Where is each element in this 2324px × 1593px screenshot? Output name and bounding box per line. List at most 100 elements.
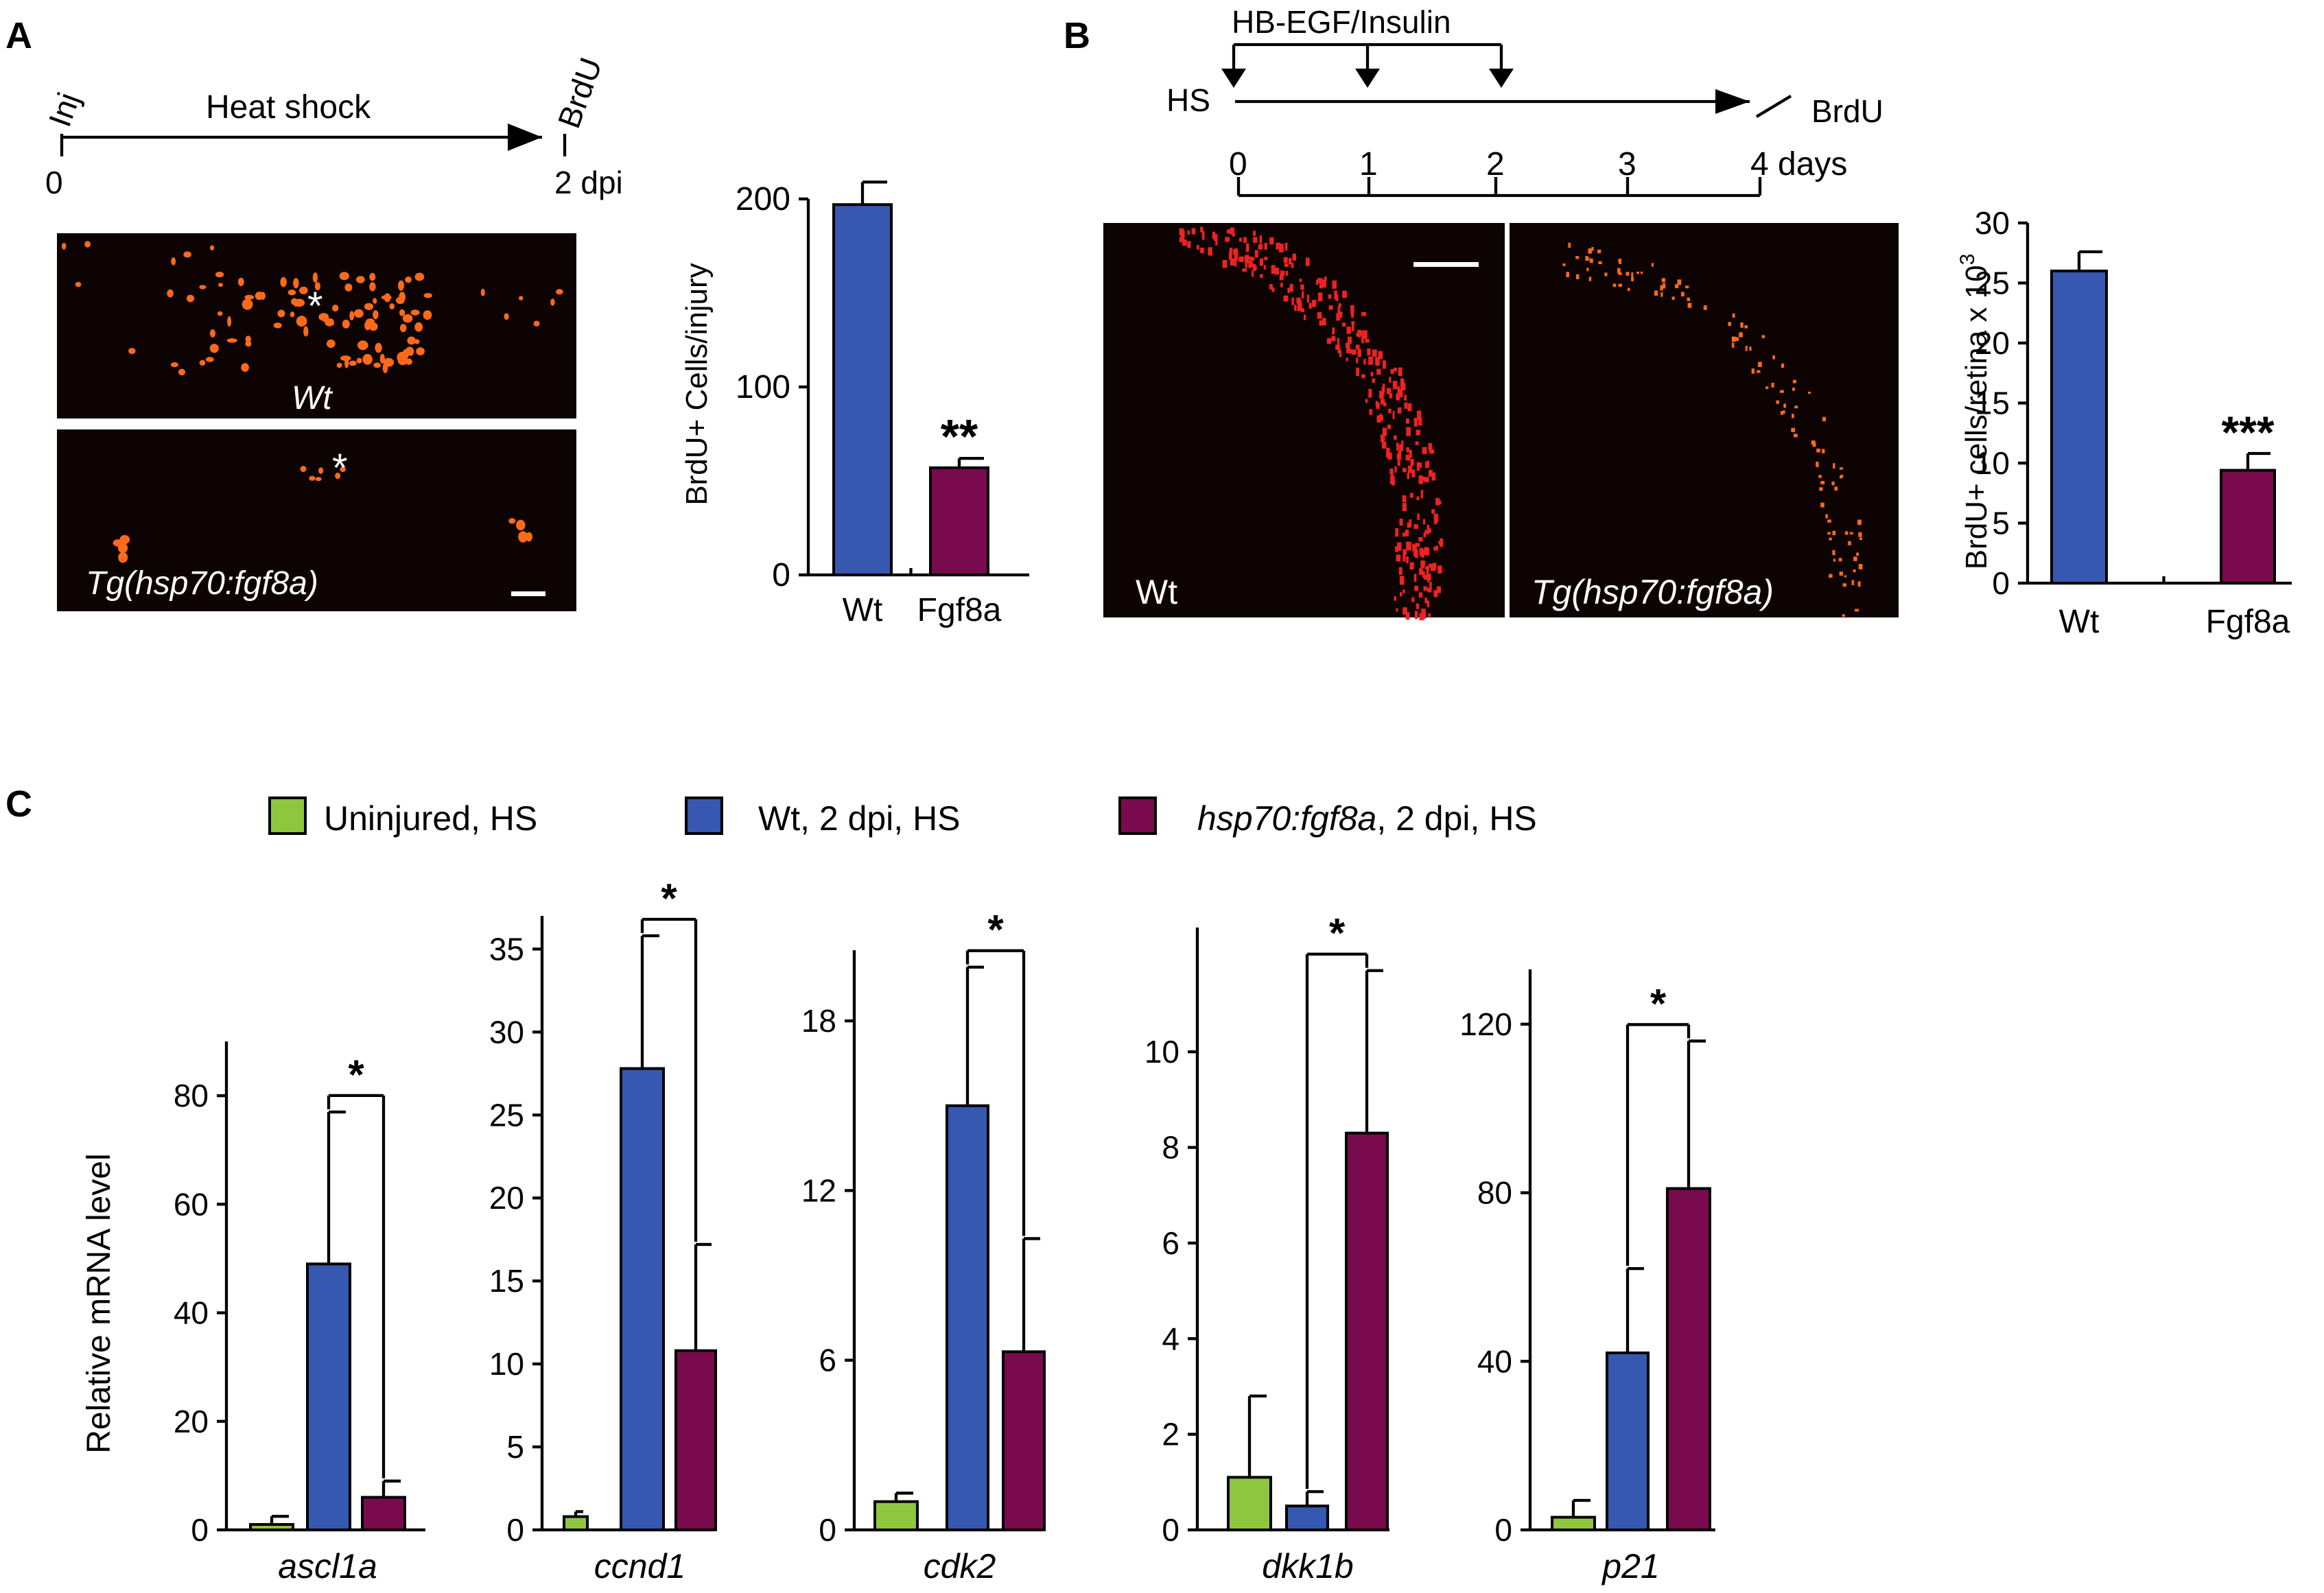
micrograph-signal-dot (1425, 566, 1429, 570)
y-tick-label: 6 (1162, 1225, 1179, 1261)
micrograph-signal-dot (318, 467, 324, 474)
micrograph-signal-dot (1761, 335, 1765, 338)
y-tick-label: 60 (174, 1186, 209, 1222)
micrograph-signal-dot (1311, 300, 1317, 307)
micrograph-signal-dot (1429, 471, 1433, 477)
micrograph-signal-dot (1418, 417, 1422, 426)
micrograph-signal-dot (1420, 490, 1424, 499)
micrograph-signal-dot (1422, 519, 1426, 525)
micrograph-signal-dot (1597, 249, 1601, 254)
micrograph-signal-dot (1839, 467, 1844, 470)
micrograph-signal-dot (1244, 255, 1249, 263)
micrograph-signal-dot (209, 329, 216, 338)
micrograph-signal-dot (1421, 560, 1426, 566)
micrograph-signal-dot (1631, 276, 1634, 281)
micrograph-signal-dot (1402, 383, 1406, 390)
timeline-b-brdu-label: BrdU (1811, 93, 1883, 129)
micrograph-signal-dot (1302, 291, 1304, 298)
micrograph-signal-dot (381, 295, 392, 300)
micrograph-signal-dot (1234, 254, 1239, 261)
micrograph-signal-dot (335, 472, 341, 480)
micrograph-signal-dot (1229, 248, 1233, 253)
micrograph-signal-dot (1397, 542, 1402, 551)
micrograph-signal-dot (508, 518, 516, 524)
micrograph-signal-dot (1776, 400, 1779, 404)
y-axis-label: BrdU+ cells/retina x 103 (1956, 254, 1993, 570)
legend-label-fgf8a-italic: hsp70:fgf8a (1197, 799, 1376, 838)
micrograph-signal-dot (1291, 297, 1294, 305)
micrograph-signal-dot (1227, 229, 1230, 234)
micrograph-signal-dot (1368, 389, 1372, 398)
bar-blue (620, 1067, 665, 1531)
micrograph-signal-dot (1251, 270, 1254, 277)
micrograph-signal-dot (1423, 532, 1427, 537)
timeline-b-treatment-label: HB-EGF/Insulin (1232, 4, 1451, 40)
micrograph-signal-dot (1413, 524, 1418, 529)
micrograph-signal-dot (1303, 314, 1306, 320)
micrograph-signal-dot (1242, 268, 1247, 272)
micrograph-signal-dot (1387, 452, 1392, 460)
micrograph-signal-dot (1405, 454, 1411, 461)
micrograph-a-tg-label: Tg(hsp70:fgf8a) (86, 565, 318, 602)
micrograph-signal-dot (1427, 587, 1432, 593)
micrograph-signal-dot (1413, 574, 1417, 582)
micrograph-signal-dot (309, 475, 316, 481)
micrograph-signal-dot (1819, 487, 1823, 491)
micrograph-signal-dot (1285, 242, 1288, 251)
micrograph-signal-dot (1230, 227, 1234, 235)
micrograph-signal-dot (1324, 276, 1327, 281)
category-label: Fgf8a (2206, 604, 2290, 640)
legend-item-wt: Wt, 2 dpi, HS (685, 796, 961, 838)
micrograph-signal-dot (556, 289, 563, 295)
micrograph-signal-dot (1402, 468, 1407, 473)
bar-blue (1285, 1504, 1329, 1531)
micrograph-signal-dot (1825, 514, 1828, 519)
micrograph-signal-dot (1732, 342, 1735, 348)
micrograph-signal-dot (1415, 441, 1419, 445)
micrograph-signal-dot (389, 303, 395, 309)
micrograph-signal-dot (1351, 349, 1357, 355)
micrograph-signal-dot (1654, 290, 1658, 296)
y-tick-label: 30 (489, 1014, 524, 1050)
micrograph-signal-dot (1625, 272, 1630, 276)
micrograph-signal-dot (1409, 449, 1412, 458)
y-tick-label: 10 (489, 1346, 524, 1382)
micrograph-signal-dot (1215, 237, 1218, 246)
micrograph-signal-dot (1363, 359, 1366, 365)
micrograph-signal-dot (1851, 580, 1855, 585)
micrograph-signal-dot (1379, 390, 1384, 399)
micrograph-signal-dot (1408, 465, 1413, 473)
micrograph-signal-dot (226, 338, 237, 343)
micrograph-signal-dot (1299, 279, 1302, 283)
micrograph-signal-dot (1299, 300, 1302, 305)
micrograph-signal-dot (1337, 338, 1339, 346)
micrograph-signal-dot (1392, 381, 1398, 390)
micrograph-signal-dot (1378, 415, 1383, 421)
micrograph-signal-dot (277, 309, 285, 318)
micrograph-signal-dot (1284, 263, 1289, 268)
y-axis-label-text: Relative mRNA level (81, 1153, 117, 1453)
micrograph-signal-dot (356, 357, 362, 364)
micrograph-signal-dot (1405, 612, 1410, 620)
micrograph-signal-dot (1300, 284, 1304, 290)
micrograph-signal-dot (1660, 285, 1663, 291)
micrograph-signal-dot (519, 296, 524, 300)
micrograph-signal-dot (1395, 528, 1399, 537)
micrograph-signal-dot (167, 289, 174, 298)
micrograph-signal-dot (1418, 592, 1423, 598)
micrograph-signal-dot (242, 298, 253, 310)
micrograph-signal-dot (209, 245, 215, 251)
timeline-b-tick-label: 4 days (1750, 146, 1847, 182)
micrograph-signal-dot (1253, 237, 1258, 243)
micrograph-signal-dot (399, 324, 407, 333)
micrograph-signal-dot (1280, 270, 1284, 275)
bar-maroon (361, 1496, 406, 1532)
micrograph-signal-dot (1430, 449, 1435, 454)
micrograph-signal-dot (1264, 257, 1268, 261)
micrograph-signal-dot (1433, 546, 1439, 551)
y-tick-label: 0 (819, 1512, 836, 1548)
micrograph-signal-dot (344, 283, 353, 292)
scale-bar-b (1413, 262, 1479, 267)
micrograph-signal-dot (300, 466, 307, 472)
micrograph-signal-dot (1394, 367, 1397, 372)
